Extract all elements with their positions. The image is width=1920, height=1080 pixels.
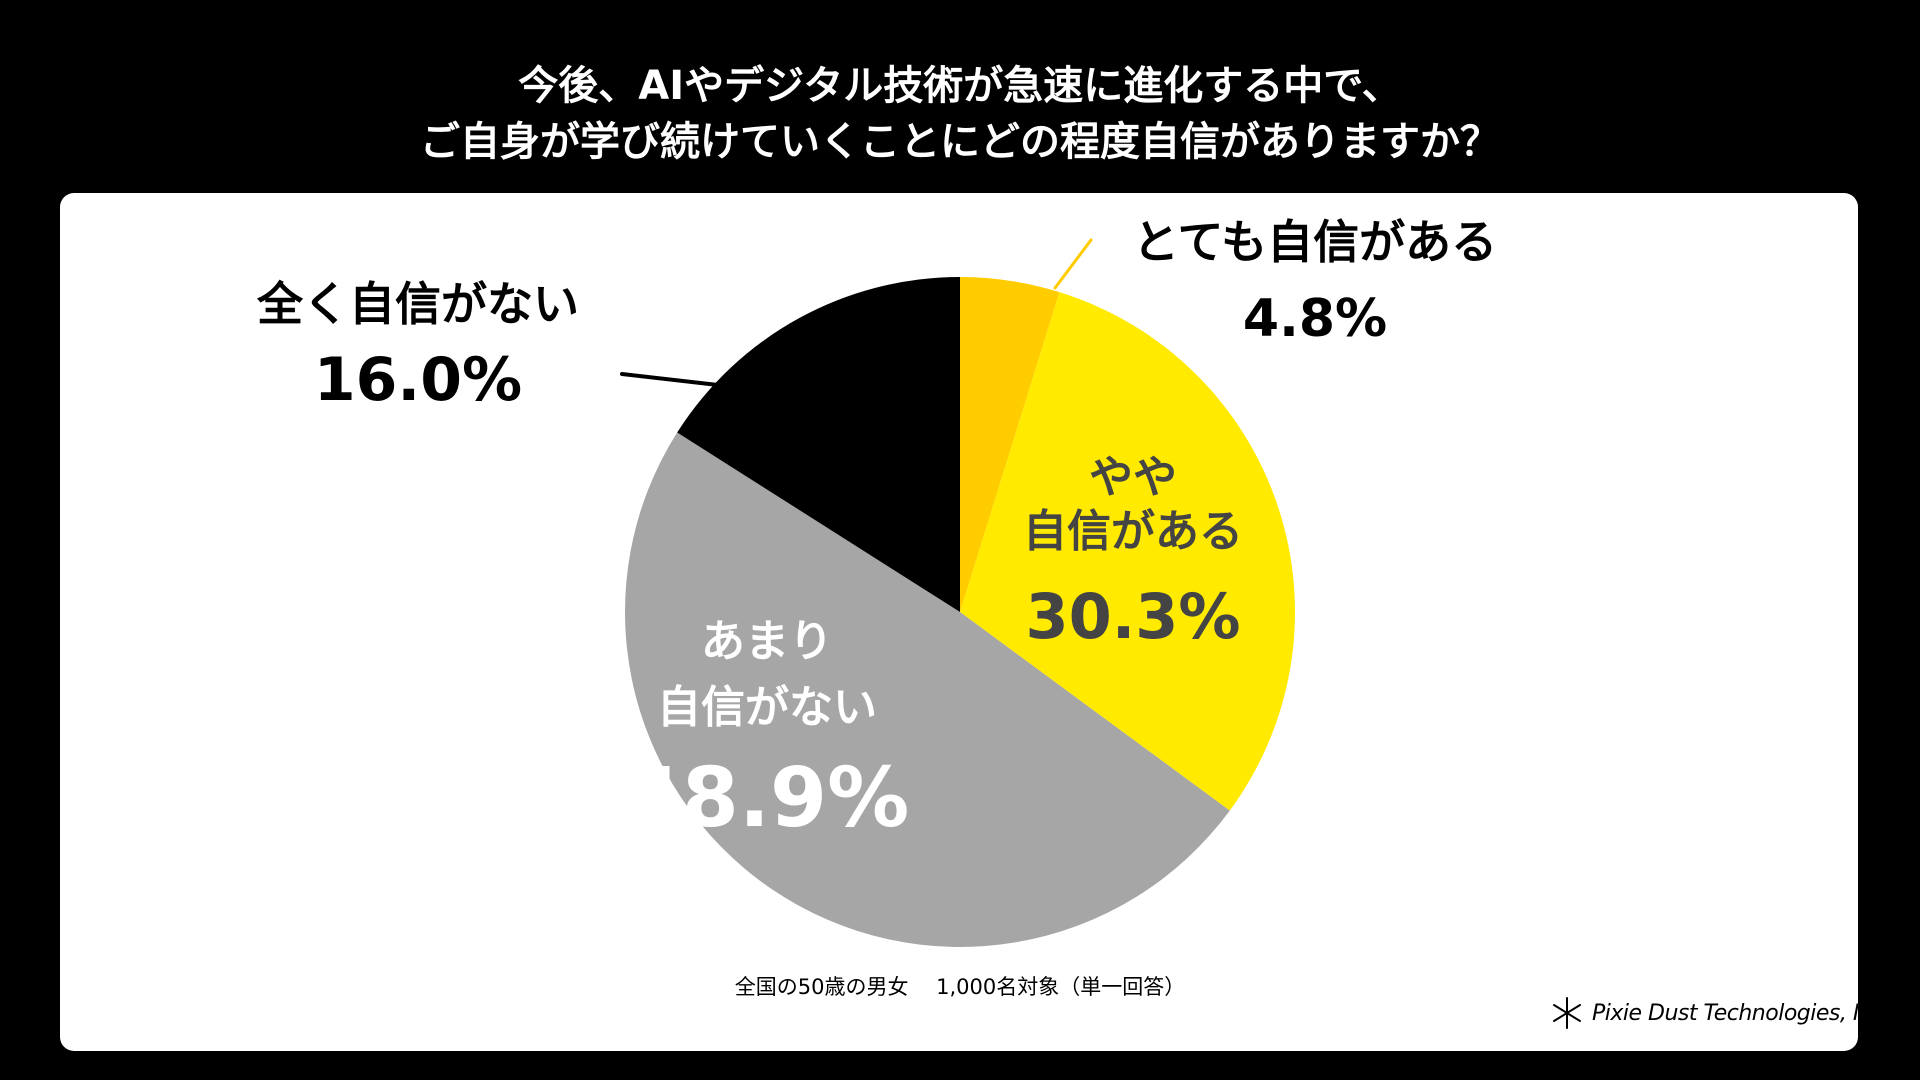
leader-line-1 <box>620 372 720 387</box>
brand-name: Pixie Dust Technologies, Inc. <box>1592 1000 1891 1026</box>
pie-slice-2 <box>624 432 1230 948</box>
slice-value-2: 48.9% <box>625 751 909 846</box>
leader-line-0 <box>1053 238 1093 290</box>
pie-slice-3 <box>677 277 960 612</box>
brand-logo: Pixie Dust Technologies, Inc. <box>1550 996 1891 1030</box>
chart-title: 今後、AIやデジタル技術が急速に進化する中で、 ご自身が学び続けていくことにどの… <box>0 58 1920 170</box>
survey-footnote: 全国の50歳の男女 1,000名対象（単一回答） <box>734 975 1186 999</box>
slice-value-0: 4.8% <box>1243 289 1387 349</box>
pie-slice-1 <box>960 292 1295 811</box>
slice-label-2-line-1: 自信がない <box>657 682 877 733</box>
slice-label-3-line-0: 全く自信がない <box>256 277 579 331</box>
slice-label-1-line-0: やや <box>1089 452 1177 503</box>
slice-label-1-line-1: 自信がある <box>1023 506 1243 557</box>
title-line-1: 今後、AIやデジタル技術が急速に進化する中で、 <box>518 63 1402 109</box>
slice-label-2-line-0: あまり <box>701 616 833 667</box>
slice-value-1: 30.3% <box>1025 580 1240 653</box>
pie-slice-0 <box>960 277 1060 612</box>
slice-label-0-line-0: とても自信がある <box>1133 215 1497 269</box>
asterisk-logo-icon <box>1553 997 1581 1029</box>
slice-value-3: 16.0% <box>314 345 522 415</box>
title-line-2: ご自身が学び続けていくことにどの程度自信がありますか？ <box>420 119 1500 165</box>
